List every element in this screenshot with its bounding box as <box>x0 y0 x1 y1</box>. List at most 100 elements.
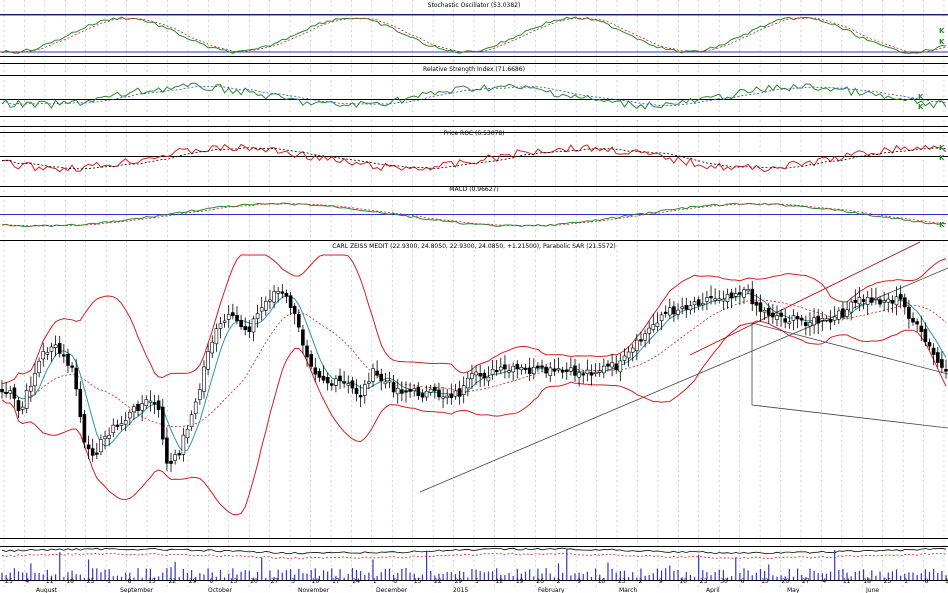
candle-body <box>362 384 367 396</box>
candle-body <box>202 366 206 392</box>
candle-body <box>82 413 87 443</box>
day-tick-label: 15 <box>414 578 422 585</box>
channel-bottom <box>751 404 948 429</box>
candle-body <box>86 444 91 450</box>
reference-lines <box>0 14 948 215</box>
day-tick-label: 8 <box>128 578 132 585</box>
candle-body <box>630 347 635 353</box>
candle-body <box>70 365 74 368</box>
day-tick-label: 11 <box>843 578 851 585</box>
candle-body <box>498 366 503 371</box>
candle-body <box>424 390 429 398</box>
candle-body <box>367 381 371 384</box>
day-tick-label: 26 <box>536 578 544 585</box>
candle-body <box>816 315 821 324</box>
day-tick-label: 2 <box>557 578 561 585</box>
candle-body <box>700 303 705 306</box>
vertical-gridlines <box>3 0 945 590</box>
candle-body <box>663 311 668 314</box>
candle-body <box>309 354 314 367</box>
candle-body <box>313 367 318 375</box>
candle-body <box>350 380 355 389</box>
candle-body <box>210 341 214 354</box>
roc-signal <box>1 147 947 170</box>
stoch-marker-k2: K <box>939 38 945 46</box>
candle-body <box>536 365 540 369</box>
candle-body <box>733 293 738 297</box>
candle-body <box>923 328 928 343</box>
candle-body <box>321 375 326 381</box>
candle-body <box>416 386 421 397</box>
candle-body <box>622 355 627 361</box>
day-tick-label: 15 <box>945 578 948 585</box>
candle-body <box>874 297 878 300</box>
candle-body <box>787 321 792 325</box>
candle-body <box>474 371 478 376</box>
candle-body <box>12 387 17 399</box>
candle-body <box>717 298 722 301</box>
candle-body <box>898 293 903 300</box>
candle-body <box>235 314 239 322</box>
day-tick-label: 3 <box>291 578 295 585</box>
candle-body <box>680 306 685 309</box>
candle-body <box>886 298 891 303</box>
candle-body <box>692 301 697 306</box>
day-tick-label: 29 <box>455 578 463 585</box>
day-tick-label: 16 <box>679 578 687 585</box>
candle-body <box>639 339 643 342</box>
day-tick-label: 29 <box>189 578 197 585</box>
day-tick-label: 25 <box>87 578 95 585</box>
candle-body <box>758 302 763 312</box>
candle-body <box>457 388 462 397</box>
day-tick-label: 23 <box>700 578 708 585</box>
day-tick-label: 25 <box>5 578 13 585</box>
day-tick-label: 15 <box>148 578 156 585</box>
candle-body <box>779 312 783 317</box>
candle-body <box>103 436 107 439</box>
candle-body <box>259 307 264 312</box>
candle-body <box>437 389 441 398</box>
roc-label: Price ROC (6.53078) <box>443 130 504 137</box>
candle-body <box>272 291 276 303</box>
candle-body <box>544 366 548 374</box>
candle-body <box>927 341 932 347</box>
candle-body <box>775 315 779 321</box>
candle-body <box>404 390 408 393</box>
candle-body <box>684 304 689 310</box>
day-tick-label: 6 <box>209 578 213 585</box>
rsi-signal <box>1 85 947 107</box>
candle-body <box>251 318 256 333</box>
candle-body <box>128 411 132 419</box>
x-axis: 25 4 11 18 25 1 8 15 22 29 6 13 20 27 3 10 17 24 1 8 15 22 29 5… <box>5 578 948 593</box>
candle-body <box>387 380 392 383</box>
day-tick-label: 23 <box>618 578 626 585</box>
candle-body <box>301 329 305 346</box>
candle-body <box>173 454 177 461</box>
candle-body <box>713 298 718 301</box>
candle-body <box>95 452 99 455</box>
candle-body <box>119 423 124 426</box>
macd-label: MACD (0.96627) <box>449 186 498 193</box>
candle-body <box>911 317 915 323</box>
month-tick-label: December <box>376 587 408 593</box>
candle-body <box>395 387 400 395</box>
macd-line <box>1 202 947 228</box>
day-tick-label: 24 <box>352 578 360 585</box>
candle-body <box>449 393 454 398</box>
candle-body <box>602 365 606 374</box>
candle-body <box>198 389 202 400</box>
roc-marker-k2: K <box>939 154 945 162</box>
candle-body <box>527 367 532 374</box>
candle-body <box>531 366 536 374</box>
day-tick-label: 27 <box>271 578 279 585</box>
moving-average-dotted <box>1 299 947 427</box>
candle-body <box>132 406 136 413</box>
candle-body <box>494 369 499 373</box>
month-tick-label: May <box>787 587 800 593</box>
candle-body <box>610 362 614 368</box>
candle-body <box>585 369 590 374</box>
day-tick-label: 27 <box>802 578 810 585</box>
candle-body <box>428 388 433 393</box>
candle-body <box>828 318 833 323</box>
